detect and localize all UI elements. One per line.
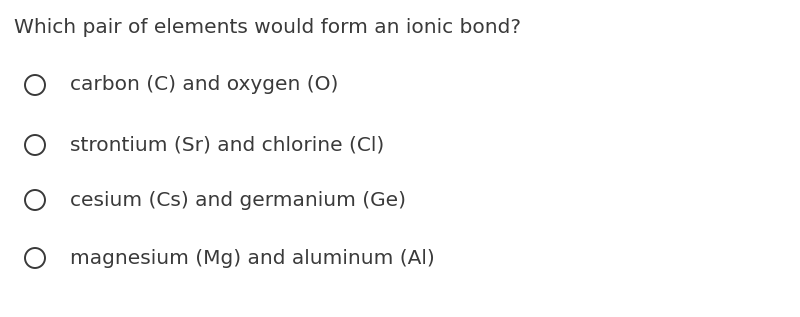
Text: carbon (C) and oxygen (O): carbon (C) and oxygen (O)	[70, 75, 338, 94]
Text: Which pair of elements would form an ionic bond?: Which pair of elements would form an ion…	[14, 18, 521, 37]
Text: cesium (Cs) and germanium (Ge): cesium (Cs) and germanium (Ge)	[70, 191, 406, 210]
Text: magnesium (Mg) and aluminum (Al): magnesium (Mg) and aluminum (Al)	[70, 249, 434, 268]
Text: strontium (Sr) and chlorine (Cl): strontium (Sr) and chlorine (Cl)	[70, 135, 384, 154]
